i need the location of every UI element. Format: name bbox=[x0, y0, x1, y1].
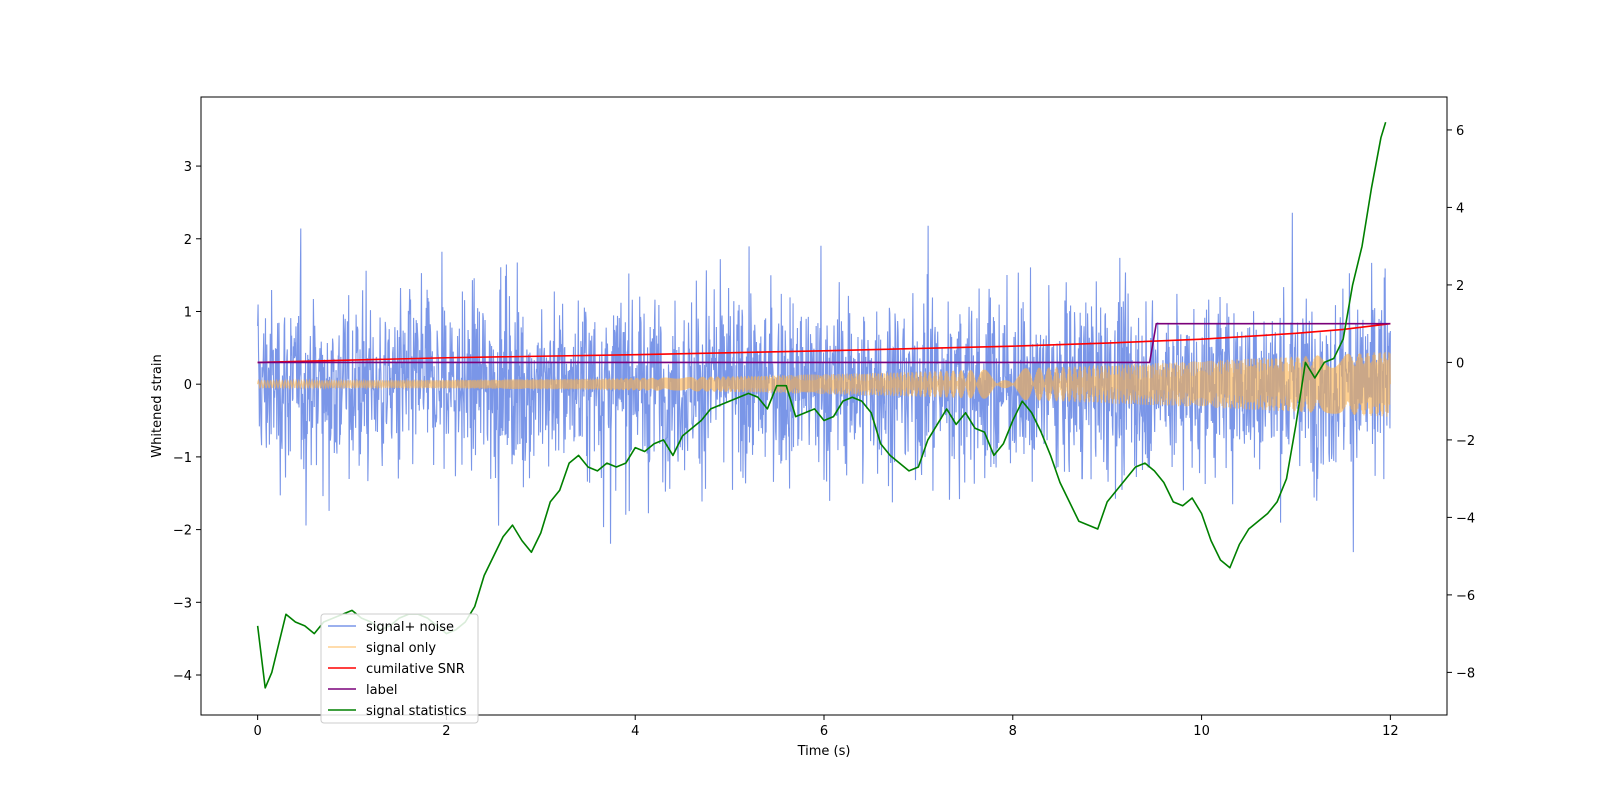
legend-label: signal only bbox=[366, 641, 436, 656]
y-right-tick-label: −6 bbox=[1456, 589, 1475, 604]
y-right-tick-label: 2 bbox=[1456, 279, 1464, 294]
y-axis-right-ticks: −8 −6 −4 −2 0 2 4 6 bbox=[1447, 124, 1475, 681]
x-axis-label: Time (s) bbox=[797, 744, 851, 759]
x-tick-label: 8 bbox=[1009, 724, 1017, 739]
legend-box bbox=[320, 613, 479, 724]
y-left-tick-label: −3 bbox=[173, 596, 192, 611]
y-left-tick-label: 2 bbox=[184, 233, 192, 248]
series-label bbox=[257, 322, 1391, 364]
legend-label: signal+ noise bbox=[366, 620, 454, 635]
x-tick-label: 12 bbox=[1382, 724, 1399, 739]
y-axis-left-ticks: −4 −3 −2 −1 0 1 2 3 bbox=[173, 160, 201, 684]
y-left-tick-label: −4 bbox=[173, 669, 192, 684]
y-right-tick-label: −8 bbox=[1456, 666, 1475, 681]
x-tick-label: 0 bbox=[253, 724, 261, 739]
x-tick-label: 6 bbox=[820, 724, 828, 739]
x-tick-label: 2 bbox=[442, 724, 450, 739]
y-right-tick-label: 6 bbox=[1456, 124, 1464, 139]
y-axis-left-label: Whitened strain bbox=[150, 354, 165, 457]
y-right-tick-label: 4 bbox=[1456, 201, 1464, 216]
legend-label: cumilative SNR bbox=[366, 662, 465, 677]
y-left-tick-label: 1 bbox=[184, 305, 192, 320]
series-layer bbox=[256, 121, 1391, 689]
legend: signal+ noise signal only cumilative SNR la… bbox=[320, 613, 479, 724]
series-cumilative-snr bbox=[257, 322, 1391, 364]
series-signal-only bbox=[257, 352, 1391, 417]
legend-label: label bbox=[366, 683, 397, 698]
y-left-tick-label: 3 bbox=[184, 160, 192, 175]
y-right-tick-label: 0 bbox=[1456, 356, 1464, 371]
x-tick-label: 10 bbox=[1193, 724, 1210, 739]
y-left-tick-label: −1 bbox=[173, 451, 192, 466]
x-tick-label: 4 bbox=[631, 724, 639, 739]
legend-label: signal statistics bbox=[366, 704, 467, 719]
y-right-tick-label: −4 bbox=[1456, 511, 1475, 526]
y-right-tick-label: −2 bbox=[1456, 434, 1475, 449]
y-left-tick-label: 0 bbox=[184, 378, 192, 393]
y-left-tick-label: −2 bbox=[173, 524, 192, 539]
